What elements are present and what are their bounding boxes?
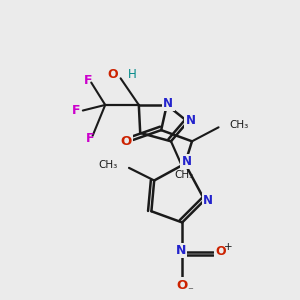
Text: H: H: [128, 68, 136, 81]
Text: CH₃: CH₃: [174, 170, 193, 180]
Text: O: O: [215, 245, 226, 258]
Text: N: N: [203, 194, 213, 207]
Text: O: O: [121, 135, 132, 148]
Text: CH₃: CH₃: [99, 160, 118, 170]
Text: ⁻: ⁻: [188, 286, 194, 296]
Text: N: N: [186, 114, 196, 127]
Text: N: N: [176, 244, 186, 257]
Text: N: N: [163, 97, 173, 110]
Text: O: O: [177, 279, 188, 292]
Text: N: N: [182, 155, 191, 168]
Text: F: F: [72, 104, 80, 117]
Text: F: F: [84, 74, 93, 87]
Text: CH₃: CH₃: [230, 120, 249, 130]
Text: F: F: [85, 132, 94, 145]
Text: O: O: [107, 68, 118, 81]
Text: +: +: [224, 242, 233, 252]
